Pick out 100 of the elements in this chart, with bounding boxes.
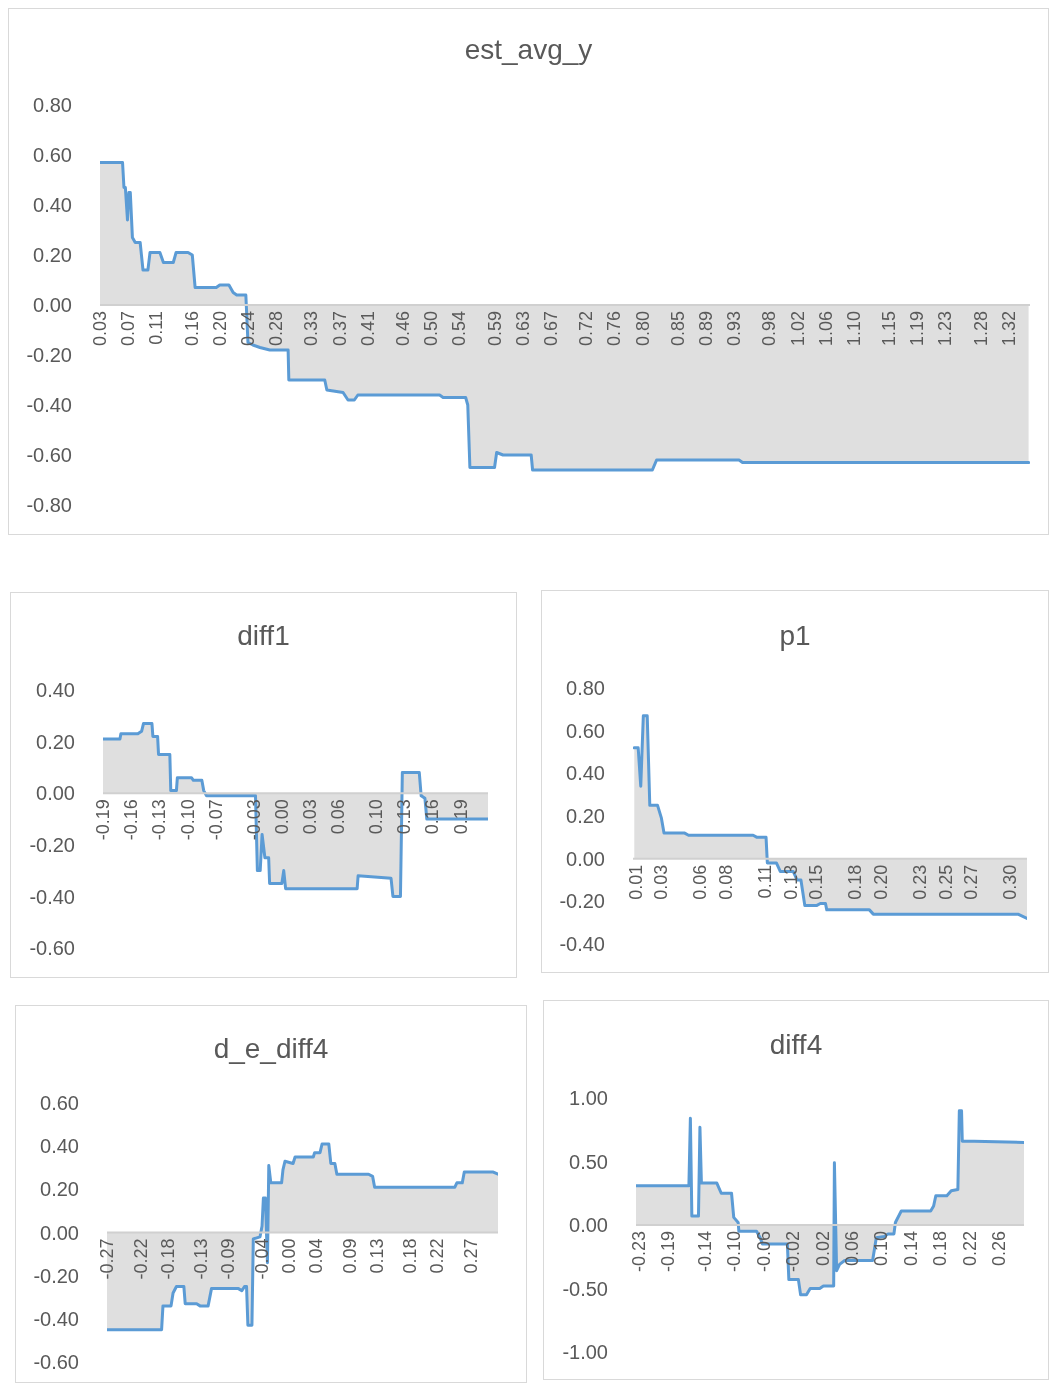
x-tick-label: 0.25 [935, 864, 956, 900]
x-tick-label: 0.18 [845, 864, 866, 900]
x-tick-label: -0.22 [130, 1238, 151, 1280]
y-tick-label: -0.20 [29, 833, 75, 856]
x-tick-label: -0.09 [218, 1238, 239, 1280]
y-tick-label: -0.60 [29, 937, 75, 960]
y-tick-label: 0.40 [40, 1135, 79, 1158]
x-tick-label: 0.03 [300, 799, 321, 835]
y-tick-label: 0.00 [566, 847, 605, 870]
x-tick-label: 1.32 [998, 311, 1019, 347]
x-tick-label: 0.24 [237, 311, 258, 347]
x-tick-label: 1.28 [970, 311, 991, 347]
x-tick-label: 0.02 [812, 1231, 833, 1267]
y-tick-label: 0.20 [33, 244, 72, 267]
x-tick-label: 0.33 [301, 311, 322, 347]
x-tick-label: 0.11 [146, 311, 167, 345]
y-tick-label: -0.80 [26, 494, 72, 517]
x-tick-label: 0.98 [759, 311, 780, 347]
y-tick-label: 0.60 [566, 719, 605, 742]
x-tick-label: 0.16 [181, 311, 202, 347]
y-tick-label: -0.40 [559, 933, 605, 956]
x-tick-label: 0.18 [400, 1238, 421, 1274]
x-tick-label: -0.19 [658, 1231, 679, 1273]
y-tick-label: 0.40 [33, 194, 72, 217]
x-tick-label: 1.15 [879, 311, 900, 347]
y-tick-label: 0.40 [566, 762, 605, 785]
x-tick-label: 0.27 [461, 1238, 482, 1274]
x-tick-label: 0.54 [449, 311, 470, 347]
x-tick-label: 0.06 [842, 1231, 863, 1267]
x-tick-label: 0.20 [209, 311, 230, 347]
x-tick-label: 0.00 [271, 799, 292, 835]
x-tick-label: 0.72 [576, 311, 597, 347]
x-tick-label: 0.00 [279, 1238, 300, 1274]
x-tick-label: 0.03 [651, 864, 672, 900]
y-tick-label: 0.20 [36, 730, 75, 753]
chart-title: d_e_diff4 [212, 1032, 330, 1066]
x-tick-label: 0.89 [695, 311, 716, 347]
x-tick-label: -0.13 [191, 1238, 212, 1280]
x-tick-label: 0.80 [632, 311, 653, 347]
x-tick-label: -0.14 [695, 1231, 716, 1273]
x-tick-label: 0.59 [484, 311, 505, 347]
chart-title: p1 [778, 619, 812, 653]
x-tick-label: 0.67 [540, 311, 561, 347]
y-tick-label: -0.60 [33, 1351, 79, 1374]
x-tick-label: 0.20 [871, 864, 892, 900]
x-tick-label: 0.18 [930, 1231, 951, 1267]
chart-title: est_avg_y [463, 33, 594, 67]
x-tick-label: 0.11 [754, 864, 775, 899]
y-tick-label: 0.80 [566, 677, 605, 700]
x-tick-label: -0.02 [783, 1231, 804, 1273]
x-tick-label: -0.13 [149, 799, 170, 841]
x-tick-label: 1.02 [787, 311, 808, 347]
x-tick-label: -0.06 [753, 1231, 774, 1273]
x-tick-label: 0.06 [328, 799, 349, 835]
x-tick-label: 0.07 [118, 311, 139, 347]
x-tick-label: 0.08 [716, 864, 737, 900]
x-tick-label: 0.10 [365, 799, 386, 835]
x-tick-label: 0.93 [724, 311, 745, 347]
y-tick-label: 0.60 [40, 1092, 79, 1115]
x-tick-label: 0.76 [604, 311, 625, 347]
y-tick-label: 0.00 [569, 1214, 608, 1237]
x-tick-label: -0.07 [205, 799, 226, 841]
x-tick-label: 0.41 [357, 311, 378, 347]
x-tick-label: 0.26 [989, 1231, 1010, 1267]
y-tick-label: 0.80 [33, 94, 72, 117]
x-tick-label: 0.22 [959, 1231, 980, 1267]
x-tick-label: 0.04 [305, 1238, 326, 1274]
x-tick-label: 0.09 [339, 1238, 360, 1274]
x-tick-label: 0.46 [392, 311, 413, 347]
x-tick-label: -0.23 [628, 1231, 649, 1273]
x-tick-label: -0.10 [724, 1231, 745, 1273]
y-tick-label: -0.40 [33, 1307, 79, 1330]
x-tick-label: 0.06 [690, 864, 711, 900]
x-tick-label: 0.13 [366, 1238, 387, 1274]
x-tick-label: -0.03 [243, 799, 264, 841]
y-tick-label: 0.40 [36, 679, 75, 702]
y-tick-label: 0.00 [36, 782, 75, 805]
x-tick-label: 0.85 [667, 311, 688, 347]
x-tick-label: 0.27 [961, 864, 982, 900]
x-tick-label: 0.10 [871, 1231, 892, 1267]
y-tick-label: -1.00 [562, 1341, 608, 1364]
x-tick-label: 0.13 [394, 799, 415, 835]
x-tick-label: 0.63 [512, 311, 533, 347]
x-tick-label: -0.27 [97, 1238, 117, 1280]
x-tick-label: 0.30 [1000, 864, 1021, 900]
y-tick-label: 1.00 [569, 1087, 608, 1110]
y-tick-label: 0.60 [33, 144, 72, 167]
x-tick-label: 0.15 [806, 864, 827, 900]
x-tick-label: 0.19 [450, 799, 471, 835]
x-tick-label: 0.50 [421, 311, 442, 347]
x-tick-label: 0.16 [422, 799, 443, 835]
x-tick-label: -0.18 [157, 1238, 178, 1280]
y-tick-label: -0.60 [26, 444, 72, 467]
x-tick-label: 1.10 [843, 311, 864, 347]
x-tick-label: 1.23 [935, 311, 956, 347]
y-tick-label: 0.20 [40, 1178, 79, 1201]
y-tick-label: 0.00 [33, 294, 72, 317]
x-tick-label: 1.06 [815, 311, 836, 347]
x-tick-label: 0.14 [900, 1231, 921, 1267]
x-tick-label: 0.28 [266, 311, 287, 347]
